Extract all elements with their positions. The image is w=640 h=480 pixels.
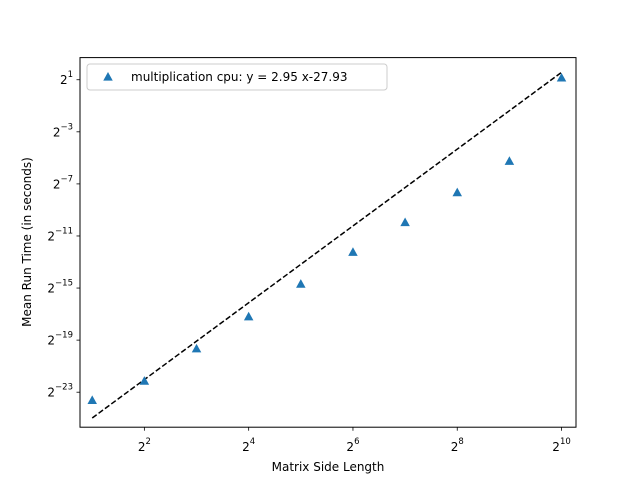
y-tick-label-6-base: 2 — [60, 73, 68, 87]
x-tick-label-3: 28 — [451, 437, 464, 454]
x-tick-label-2-base: 2 — [346, 440, 354, 454]
data-point-0-3 — [243, 311, 254, 321]
y-tick-label-0-exponent: −23 — [55, 383, 73, 393]
x-tick-label-4-exponent: 10 — [560, 437, 571, 447]
x-tick-label-1: 24 — [242, 437, 255, 454]
y-tick-label-1-base: 2 — [47, 334, 55, 348]
y-axis-ticks: 2−232−192−152−112−72−321 — [47, 70, 80, 400]
x-tick-label-4: 210 — [552, 437, 570, 454]
x-tick-label-1-base: 2 — [242, 440, 250, 454]
x-tick-label-4-base: 2 — [552, 440, 560, 454]
data-point-0-1 — [139, 376, 150, 385]
x-axis-ticks: 22 24 26 28 210 — [138, 427, 571, 454]
x-tick-label-3-base: 2 — [451, 440, 459, 454]
x-tick-label-2-exponent: 6 — [354, 437, 359, 447]
y-tick-label-0-base: 2 — [47, 386, 55, 400]
legend-label: multiplication cpu: y = 2.95 x-27.93 — [131, 70, 348, 84]
x-tick-label-0-exponent: 2 — [145, 437, 150, 447]
fit-line — [91, 71, 562, 419]
y-tick-label-4: 2−7 — [53, 174, 73, 191]
y-tick-label-5-base: 2 — [53, 125, 61, 139]
data-point-0-5 — [348, 247, 358, 256]
y-tick-label-4-base: 2 — [53, 177, 61, 191]
y-tick-label-5: 2−3 — [53, 122, 73, 139]
y-tick-label-2: 2−15 — [47, 279, 73, 296]
x-tick-label-3-exponent: 8 — [458, 437, 463, 447]
data-point-0-0 — [87, 395, 97, 405]
plot-area — [87, 71, 567, 419]
axes-frame — [79, 57, 577, 428]
y-tick-label-3: 2−11 — [47, 226, 73, 243]
legend: multiplication cpu: y = 2.95 x-27.93 — [86, 63, 388, 91]
x-tick-label-0: 22 — [138, 437, 151, 454]
data-point-0-7 — [452, 187, 462, 197]
y-tick-label-5-exponent: −3 — [60, 122, 73, 132]
x-axis-label: Matrix Side Length — [272, 460, 385, 474]
y-tick-label-6-exponent: 1 — [68, 70, 73, 80]
y-tick-label-4-exponent: −7 — [60, 174, 73, 184]
legend-marker-triangle — [103, 72, 113, 81]
data-point-0-6 — [400, 217, 410, 227]
y-axis-label: Mean Run Time (in seconds) — [20, 157, 34, 327]
y-tick-label-6: 21 — [60, 70, 73, 87]
y-tick-label-3-exponent: −11 — [55, 226, 73, 236]
y-tick-label-2-base: 2 — [47, 282, 55, 296]
data-point-0-4 — [296, 279, 306, 288]
x-tick-label-2: 26 — [346, 437, 359, 454]
y-tick-label-3-base: 2 — [47, 229, 55, 243]
x-tick-label-1-exponent: 4 — [250, 437, 255, 447]
data-point-0-9 — [556, 72, 567, 82]
legend-box — [86, 63, 388, 91]
y-tick-label-2-exponent: −15 — [55, 279, 73, 289]
y-tick-label-1-exponent: −19 — [55, 331, 73, 341]
y-tick-label-1: 2−19 — [47, 331, 73, 348]
legend-marker — [103, 72, 113, 81]
x-tick-label-0-base: 2 — [138, 440, 146, 454]
data-point-0-2 — [191, 343, 202, 353]
data-point-0-8 — [504, 156, 515, 165]
y-tick-label-0: 2−23 — [47, 383, 73, 400]
